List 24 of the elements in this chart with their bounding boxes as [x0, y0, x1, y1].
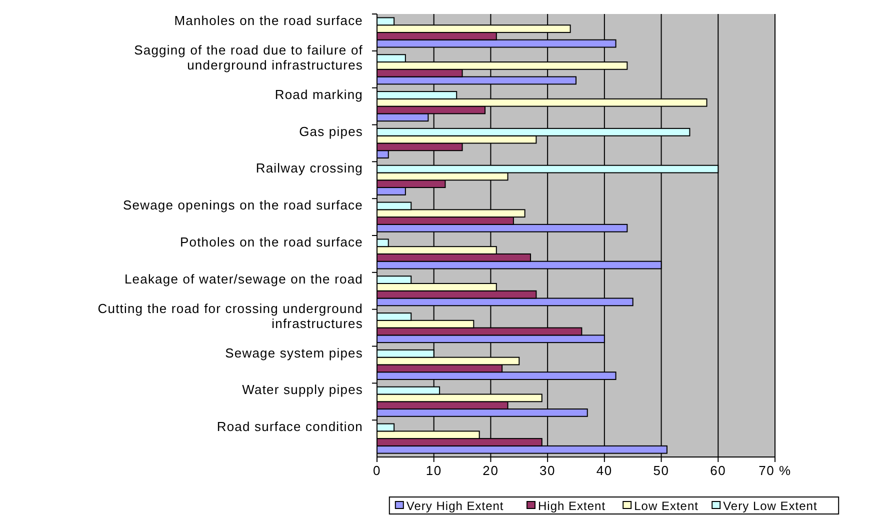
y-tick-label: Sewage openings on the road surface	[123, 198, 363, 213]
legend-label: Very High Extent	[406, 499, 504, 513]
legend-label: Very Low Extent	[723, 499, 818, 513]
y-tick-label: Leakage of water/sewage on the road	[124, 271, 363, 286]
x-tick-label: 60	[710, 463, 726, 478]
y-tick-label: Road marking	[274, 86, 363, 102]
y-tick-label: Railway crossing	[256, 160, 363, 176]
x-tick-label: 30	[540, 463, 556, 478]
x-tick-label: 40	[596, 463, 612, 478]
x-tick-label: 50	[653, 463, 670, 478]
y-tick-label: Sewage system pipes	[225, 345, 363, 360]
x-tick-label: 70 %	[758, 463, 792, 478]
x-tick-label: 20	[482, 463, 499, 478]
x-tick-label: 10	[426, 463, 442, 478]
legend-label: Low Extent	[634, 499, 699, 513]
y-tick-label: Road surface condition	[216, 419, 363, 434]
y-tick-label: Potholes on the road surface	[180, 234, 363, 250]
y-tick-label: Cutting the road for crossing underground infrastructures	[98, 300, 363, 331]
y-tick-label: Sagging of the road due to failure of underground infrastructures	[134, 42, 363, 72]
y-tick-label: Manholes on the road surface	[174, 13, 363, 28]
legend-label: High Extent	[538, 499, 606, 513]
x-tick-label: 0	[372, 463, 382, 478]
y-tick-label: Gas pipes	[299, 124, 363, 139]
y-tick-label: Water supply pipes	[242, 382, 363, 398]
